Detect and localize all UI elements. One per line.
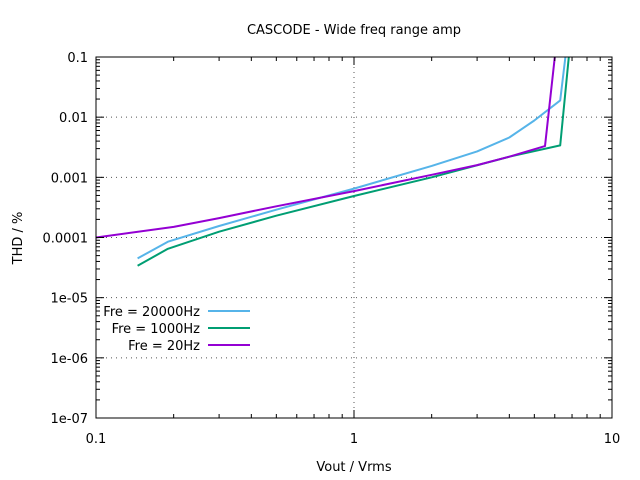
- y-tick-label: 0.1: [67, 51, 88, 66]
- series-group: [96, 57, 570, 267]
- series-line-3: [96, 57, 556, 239]
- chart-title: CASCODE - Wide freq range amp: [247, 23, 461, 38]
- grid-lines: [96, 57, 612, 418]
- legend-label: Fre = 20000Hz: [103, 305, 200, 320]
- y-tick-label: 0.0001: [43, 232, 89, 247]
- series-line-2: [137, 57, 570, 267]
- y-tick-label: 1e-06: [50, 352, 88, 367]
- x-axis-label: Vout / Vrms: [316, 460, 391, 475]
- y-tick-label: 1e-07: [50, 412, 88, 427]
- axis-tick-labels: 1e-07 1e-06 1e-05 0.0001 0.001 0.01 0.1 0.1 1 10: [43, 51, 621, 447]
- legend-label: Fre = 20Hz: [128, 339, 200, 354]
- y-tick-label: 0.001: [51, 171, 88, 186]
- x-tick-label: 0.1: [86, 432, 107, 447]
- series-line-1: [137, 57, 567, 260]
- y-tick-label: 1e-05: [50, 292, 88, 307]
- y-tick-label: 0.01: [59, 111, 88, 126]
- axis-ticks: [95, 56, 613, 419]
- legend: Fre = 20000Hz Fre = 1000Hz Fre = 20Hz: [103, 305, 250, 354]
- x-tick-label: 10: [604, 432, 621, 447]
- legend-label: Fre = 1000Hz: [112, 322, 201, 337]
- x-tick-label: 1: [350, 432, 358, 447]
- y-axis-label: THD / %: [11, 212, 26, 266]
